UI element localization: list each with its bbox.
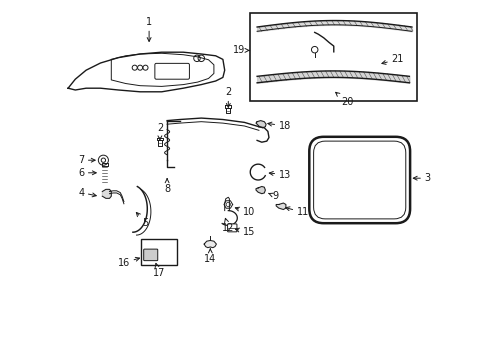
Bar (249, 13, 416, 101)
Text: 3: 3 (412, 173, 430, 183)
FancyBboxPatch shape (309, 137, 409, 223)
Text: 12: 12 (222, 219, 234, 233)
Text: 5: 5 (136, 212, 148, 228)
Text: 2: 2 (157, 123, 163, 140)
Text: 2: 2 (224, 87, 231, 107)
Text: 9: 9 (268, 191, 278, 201)
Polygon shape (102, 189, 111, 198)
FancyBboxPatch shape (227, 224, 237, 232)
Text: 13: 13 (269, 170, 290, 180)
FancyBboxPatch shape (143, 249, 158, 261)
Text: 21: 21 (381, 54, 403, 64)
FancyBboxPatch shape (141, 239, 177, 265)
Text: 7: 7 (78, 155, 95, 165)
FancyBboxPatch shape (155, 63, 189, 79)
Text: 19: 19 (232, 45, 249, 55)
Polygon shape (256, 186, 265, 194)
Polygon shape (276, 203, 285, 210)
Text: 10: 10 (235, 207, 254, 217)
Text: 15: 15 (235, 227, 255, 237)
Text: 4: 4 (78, 188, 96, 198)
Text: 20: 20 (335, 92, 352, 107)
Text: 8: 8 (163, 179, 170, 194)
Text: 14: 14 (204, 249, 216, 264)
Text: 18: 18 (267, 121, 290, 131)
FancyBboxPatch shape (313, 141, 405, 219)
Text: 17: 17 (152, 264, 164, 278)
Text: 11: 11 (285, 207, 308, 217)
Text: 1: 1 (146, 17, 152, 41)
Polygon shape (256, 121, 265, 128)
Text: 6: 6 (78, 168, 96, 178)
Text: 16: 16 (118, 257, 139, 268)
Polygon shape (204, 240, 216, 248)
